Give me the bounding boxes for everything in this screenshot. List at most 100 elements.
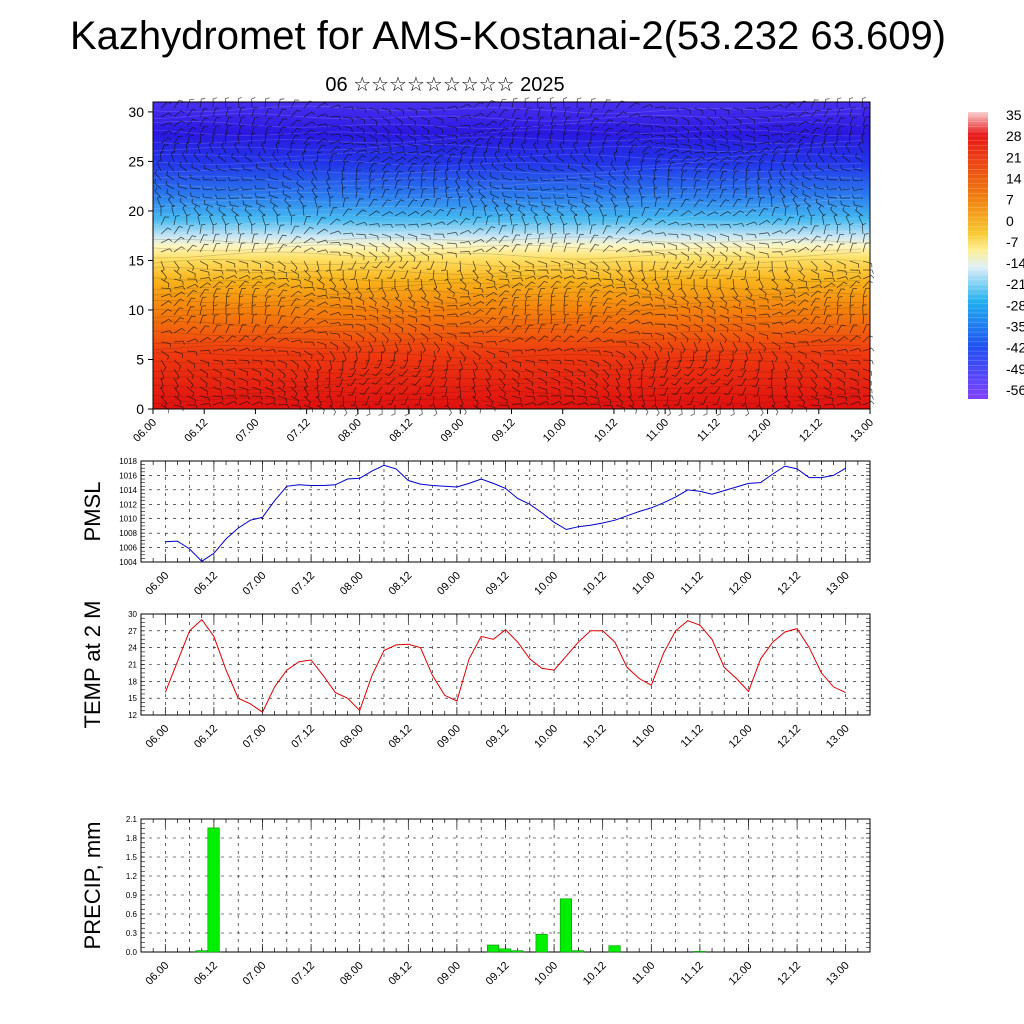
wind-barb	[290, 142, 296, 154]
wind-barb	[199, 359, 210, 367]
wind-barb	[160, 308, 172, 316]
wind-barb	[355, 242, 365, 251]
wind-barb	[212, 223, 218, 235]
wind-barb	[303, 341, 315, 347]
wind-barb	[641, 218, 653, 226]
wind-barb	[576, 314, 584, 325]
wind-barb	[810, 377, 817, 389]
wind-barb	[238, 260, 249, 268]
wind-barb	[420, 162, 430, 172]
wind-barb	[160, 227, 172, 235]
wind-barb	[693, 223, 706, 229]
wind-barb	[563, 223, 568, 235]
wind-barb	[362, 395, 370, 406]
wind-barb	[503, 162, 513, 172]
wind-barb	[719, 156, 732, 163]
wind-barb	[446, 141, 459, 146]
wind-barb	[160, 300, 172, 307]
wind-barb	[160, 151, 165, 163]
wind-barb	[706, 242, 715, 253]
wind-barb	[264, 288, 274, 298]
wind-barb	[433, 341, 441, 353]
wind-barb	[823, 260, 832, 270]
wind-barb	[205, 152, 214, 163]
wind-barb	[758, 296, 769, 304]
wind-barb	[368, 156, 380, 163]
wind-barb	[654, 208, 664, 217]
wind-barb	[446, 323, 458, 328]
wind-barb	[208, 141, 214, 154]
wind-barb	[550, 242, 558, 253]
wind-barb	[498, 297, 508, 307]
wind-barb	[276, 213, 281, 226]
wind-barb	[394, 296, 403, 307]
wind-barb	[641, 278, 649, 290]
wind-barb	[303, 299, 315, 307]
wind-barb	[228, 194, 240, 199]
wind-barb	[277, 269, 288, 277]
wind-barb	[329, 115, 342, 121]
colorbar-label: -28	[1006, 297, 1024, 313]
wind-barb	[712, 395, 721, 405]
pmsl-x-tick-label: 08.12	[386, 570, 414, 598]
wind-barb	[530, 152, 539, 163]
wind-barb	[277, 126, 287, 136]
wind-barb	[503, 198, 513, 208]
wind-barb	[441, 260, 448, 272]
wind-barb	[394, 242, 403, 253]
wind-barb	[719, 151, 732, 156]
wind-barb	[732, 323, 742, 332]
wind-barb	[477, 180, 487, 190]
wind-barb	[849, 223, 854, 235]
field-contour-line	[152, 205, 862, 213]
wind-barb	[654, 242, 666, 249]
wind-barb	[302, 204, 307, 217]
wind-barb	[199, 395, 210, 403]
wind-barb	[342, 208, 353, 217]
wind-barb	[485, 143, 492, 154]
wind-barb	[693, 151, 706, 156]
wind-barb	[810, 127, 821, 136]
wind-barb	[680, 143, 692, 150]
wind-barb	[810, 119, 822, 127]
wind-barb	[803, 197, 812, 208]
wind-barb	[758, 242, 770, 249]
wind-barb	[706, 211, 719, 217]
wind-barb	[303, 269, 311, 281]
wind-barb	[654, 313, 667, 318]
wind-barb	[251, 107, 259, 118]
wind-barb	[836, 336, 848, 343]
wind-barb	[680, 305, 690, 314]
wind-barb	[810, 109, 821, 118]
wind-barb	[842, 152, 851, 163]
wind-barb	[576, 288, 586, 298]
wind-barb	[290, 316, 301, 325]
wind-barb	[316, 341, 327, 349]
wind-barb	[368, 198, 378, 208]
wind-barb	[394, 199, 405, 208]
wind-barb	[737, 368, 747, 378]
wind-barb	[732, 233, 743, 240]
wind-barb	[671, 377, 682, 386]
wind-barb	[849, 96, 854, 109]
wind-barb	[355, 125, 365, 134]
wind-barb	[697, 368, 708, 377]
wind-barb	[628, 228, 640, 235]
wind-barb	[810, 290, 822, 298]
wind-barb	[823, 386, 832, 396]
wind-barb	[199, 288, 209, 298]
wind-barb	[466, 178, 474, 190]
wind-barb	[418, 404, 423, 417]
wind-barb	[602, 278, 614, 284]
wind-barb	[797, 341, 809, 346]
wind-barb	[589, 118, 599, 127]
wind-barb	[225, 295, 231, 307]
wind-barb	[202, 193, 214, 199]
wind-barb	[810, 99, 819, 109]
wind-barb	[368, 107, 379, 115]
wind-barb	[767, 377, 773, 389]
wind-barb	[355, 323, 366, 331]
wind-barb	[641, 341, 651, 351]
wind-barb	[311, 186, 318, 199]
wind-barb	[706, 143, 717, 151]
